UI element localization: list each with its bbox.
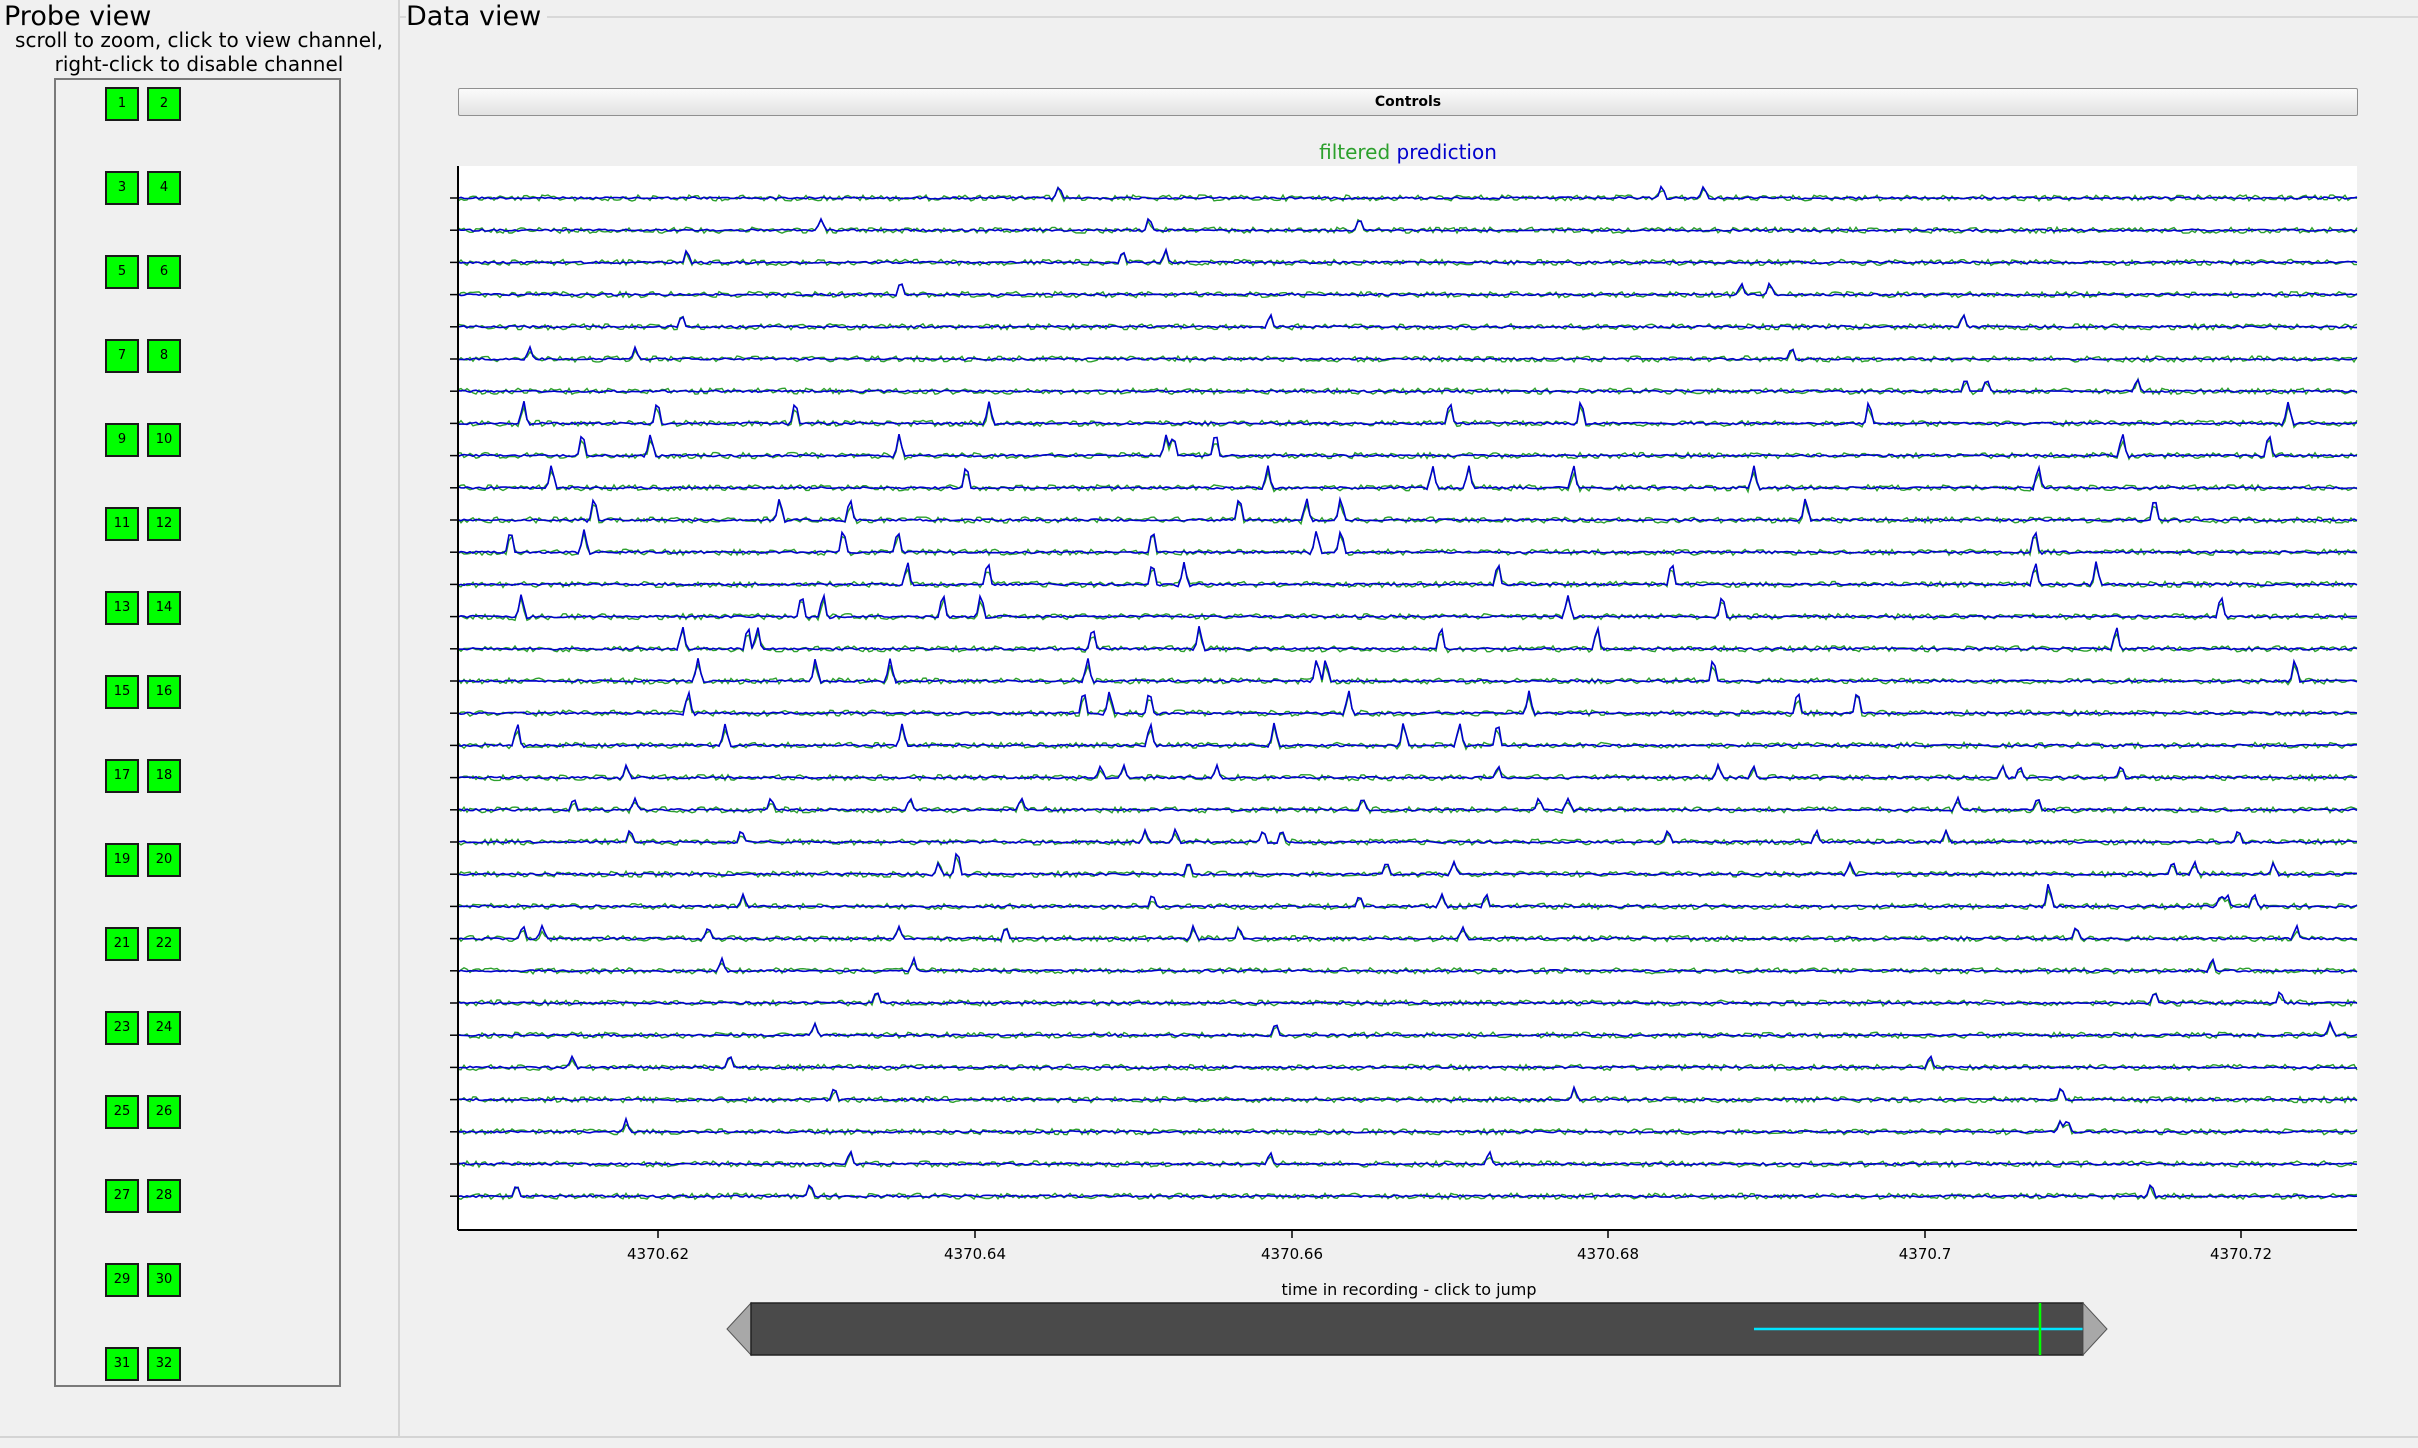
- probe-view-hint: scroll to zoom, click to view channel, r…: [0, 28, 398, 76]
- timeline-left-arrow[interactable]: [726, 1301, 752, 1357]
- channel-button-7[interactable]: 7: [105, 339, 139, 373]
- plot-area: [458, 166, 2357, 1230]
- prediction-trace: [457, 762, 2358, 781]
- timeline-slider[interactable]: [724, 1301, 2110, 1357]
- prediction-trace: [457, 658, 2358, 685]
- channel-button-27[interactable]: 27: [105, 1179, 139, 1213]
- x-tick-label: 4370.64: [944, 1245, 1006, 1260]
- channel-button-28[interactable]: 28: [147, 1179, 181, 1213]
- channel-button-3[interactable]: 3: [105, 171, 139, 205]
- channel-button-1[interactable]: 1: [105, 87, 139, 121]
- status-border: [0, 1436, 2418, 1438]
- prediction-trace: [457, 592, 2357, 620]
- legend-filtered: filtered: [1319, 140, 1391, 164]
- prediction-trace: [457, 990, 2357, 1005]
- x-tick-label: 4370.66: [1261, 1245, 1323, 1260]
- channel-button-16[interactable]: 16: [147, 675, 181, 709]
- channel-button-24[interactable]: 24: [147, 1011, 181, 1045]
- channel-button-5[interactable]: 5: [105, 255, 139, 289]
- timeline-label: time in recording - click to jump: [1281, 1280, 1537, 1299]
- channel-button-2[interactable]: 2: [147, 87, 181, 121]
- channel-button-29[interactable]: 29: [105, 1263, 139, 1297]
- prediction-trace: [457, 795, 2358, 813]
- channel-button-6[interactable]: 6: [147, 255, 181, 289]
- prediction-trace: [457, 247, 2358, 265]
- prediction-trace: [457, 923, 2358, 942]
- prediction-trace: [457, 1183, 2358, 1199]
- channel-button-23[interactable]: 23: [105, 1011, 139, 1045]
- data-view-group-border: [400, 16, 2418, 18]
- x-tick-label: 4370.68: [1577, 1245, 1639, 1260]
- plot-legend: filtered prediction: [458, 139, 2358, 165]
- prediction-trace: [457, 561, 2358, 588]
- prediction-trace: [458, 852, 2358, 877]
- prediction-trace: [457, 344, 2358, 362]
- channel-button-15[interactable]: 15: [105, 675, 139, 709]
- probe-panel[interactable]: 1 2 3 4 5 6 7 8 9 10 11 12 13 14 15 16 17 18 19 20 21 22 23 24 2…: [54, 78, 341, 1387]
- probe-view-title: Probe view: [4, 1, 152, 32]
- prediction-trace: [457, 721, 2357, 749]
- filtered-trace: [457, 660, 2358, 686]
- data-view-title: Data view: [406, 0, 548, 34]
- prediction-trace: [457, 281, 2358, 297]
- prediction-trace: [457, 464, 2358, 492]
- channel-button-22[interactable]: 22: [147, 927, 181, 961]
- channel-button-12[interactable]: 12: [147, 507, 181, 541]
- legend-prediction: prediction: [1396, 140, 1497, 164]
- channel-button-10[interactable]: 10: [147, 423, 181, 457]
- x-ticks: 4370.62 4370.64 4370.66 4370.68 4370.7 4370.7…: [627, 1230, 2272, 1260]
- prediction-trace: [457, 689, 2358, 717]
- prediction-trace: [457, 434, 2358, 459]
- channel-button-11[interactable]: 11: [105, 507, 139, 541]
- trace-group: [450, 184, 2358, 1201]
- channel-button-31[interactable]: 31: [105, 1347, 139, 1381]
- x-tick-label: 4370.62: [627, 1245, 689, 1260]
- prediction-trace: [457, 1020, 2358, 1038]
- prediction-trace: [457, 312, 2358, 330]
- channel-button-8[interactable]: 8: [147, 339, 181, 373]
- prediction-trace: [457, 1149, 2358, 1167]
- prediction-trace: [457, 184, 2358, 201]
- channel-button-21[interactable]: 21: [105, 927, 139, 961]
- prediction-trace: [457, 529, 2358, 556]
- channel-button-26[interactable]: 26: [147, 1095, 181, 1129]
- filtered-trace: [457, 1183, 2358, 1201]
- channel-button-17[interactable]: 17: [105, 759, 139, 793]
- channel-button-14[interactable]: 14: [147, 591, 181, 625]
- timeline-right-arrow[interactable]: [2082, 1301, 2108, 1357]
- probe-hint-line-1: scroll to zoom, click to view channel,: [15, 28, 383, 52]
- prediction-trace: [457, 377, 2358, 394]
- prediction-trace: [457, 625, 2358, 652]
- prediction-trace: [457, 217, 2358, 233]
- channel-button-30[interactable]: 30: [147, 1263, 181, 1297]
- filtered-trace: [457, 958, 2358, 976]
- prediction-trace: [457, 496, 2358, 524]
- prediction-trace: [457, 1084, 2358, 1103]
- x-tick-label: 4370.7: [1899, 1245, 1952, 1260]
- channel-button-19[interactable]: 19: [105, 843, 139, 877]
- channel-button-4[interactable]: 4: [147, 171, 181, 205]
- prediction-trace: [457, 400, 2358, 427]
- panel-divider: [398, 0, 400, 1436]
- prediction-trace: [457, 1054, 2358, 1071]
- prediction-trace: [457, 955, 2358, 974]
- channel-button-25[interactable]: 25: [105, 1095, 139, 1129]
- channel-button-13[interactable]: 13: [105, 591, 139, 625]
- channel-button-9[interactable]: 9: [105, 423, 139, 457]
- prediction-trace: [457, 827, 2357, 845]
- prediction-trace: [457, 1116, 2358, 1134]
- x-tick-label: 4370.72: [2210, 1245, 2272, 1260]
- traces-plot[interactable]: 4370.62 4370.64 4370.66 4370.68 4370.7 4370.7…: [440, 160, 2360, 1260]
- filtered-trace: [457, 376, 2358, 396]
- channel-button-18[interactable]: 18: [147, 759, 181, 793]
- channel-button-32[interactable]: 32: [147, 1347, 181, 1381]
- prediction-trace: [457, 883, 2358, 909]
- controls-button[interactable]: Controls: [458, 88, 2358, 116]
- probe-hint-line-2: right-click to disable channel: [54, 52, 344, 76]
- channel-button-20[interactable]: 20: [147, 843, 181, 877]
